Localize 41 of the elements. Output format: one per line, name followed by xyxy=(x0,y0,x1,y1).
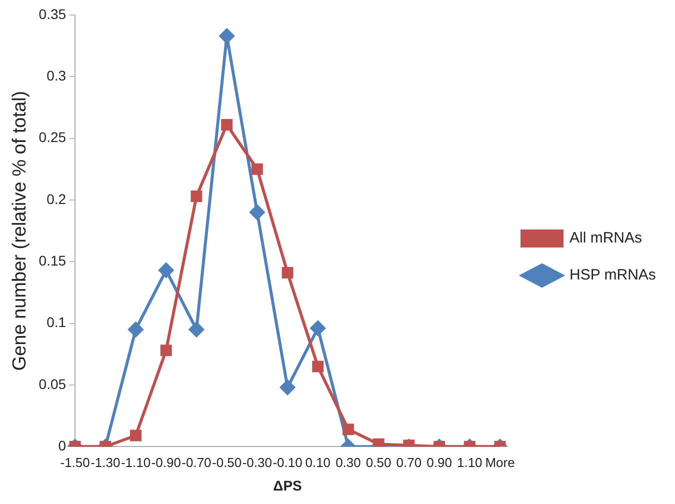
point xyxy=(282,266,294,278)
y-tick-label: 0.25 xyxy=(38,129,66,146)
x-tick-label: -1.50 xyxy=(60,454,90,470)
y-axis-title: Gene number (relative % of total) xyxy=(10,90,31,371)
point xyxy=(160,344,172,356)
x-axis-title: ΔPS xyxy=(273,477,302,494)
y-tick-label: 0.2 xyxy=(46,190,66,207)
x-tick-label: 0.50 xyxy=(366,454,392,470)
point xyxy=(128,322,144,337)
x-tick-label: -0.70 xyxy=(182,454,212,470)
y-tick-label: 0.3 xyxy=(46,68,66,84)
y-tick-label: 0.15 xyxy=(38,252,66,268)
x-tick-label: -0.10 xyxy=(272,454,302,470)
x-tick-label: -0.50 xyxy=(212,454,242,470)
x-tick-label: -0.30 xyxy=(242,454,272,470)
y-tick-label: 0.1 xyxy=(46,314,66,330)
x-tick-label: -0.90 xyxy=(151,454,181,470)
point xyxy=(310,320,326,336)
x-tick-label: -1.30 xyxy=(90,454,120,470)
point xyxy=(251,163,263,175)
point xyxy=(221,119,233,130)
point xyxy=(219,28,234,44)
x-tick-label: -1.10 xyxy=(120,454,151,470)
legend-label: HSP mRNAs xyxy=(570,266,656,284)
y-tick-label: 0.35 xyxy=(38,6,66,22)
x-tick-label: More xyxy=(485,454,515,470)
point xyxy=(188,322,204,337)
x-tick-label: 0.10 xyxy=(305,454,331,470)
x-tick-label: 0.90 xyxy=(426,454,452,470)
point xyxy=(280,380,296,395)
x-tick-label: 0.30 xyxy=(336,454,361,470)
point xyxy=(158,262,174,278)
point xyxy=(190,190,202,202)
x-tick-label: 0.70 xyxy=(396,454,422,470)
y-tick-label: 0.05 xyxy=(38,376,66,392)
y-tick-label: 0 xyxy=(58,437,66,454)
point xyxy=(312,360,324,372)
legend-label: All mRNAs xyxy=(570,230,642,247)
x-tick-label: 1.10 xyxy=(456,454,482,470)
point xyxy=(250,204,265,220)
point xyxy=(372,438,384,447)
